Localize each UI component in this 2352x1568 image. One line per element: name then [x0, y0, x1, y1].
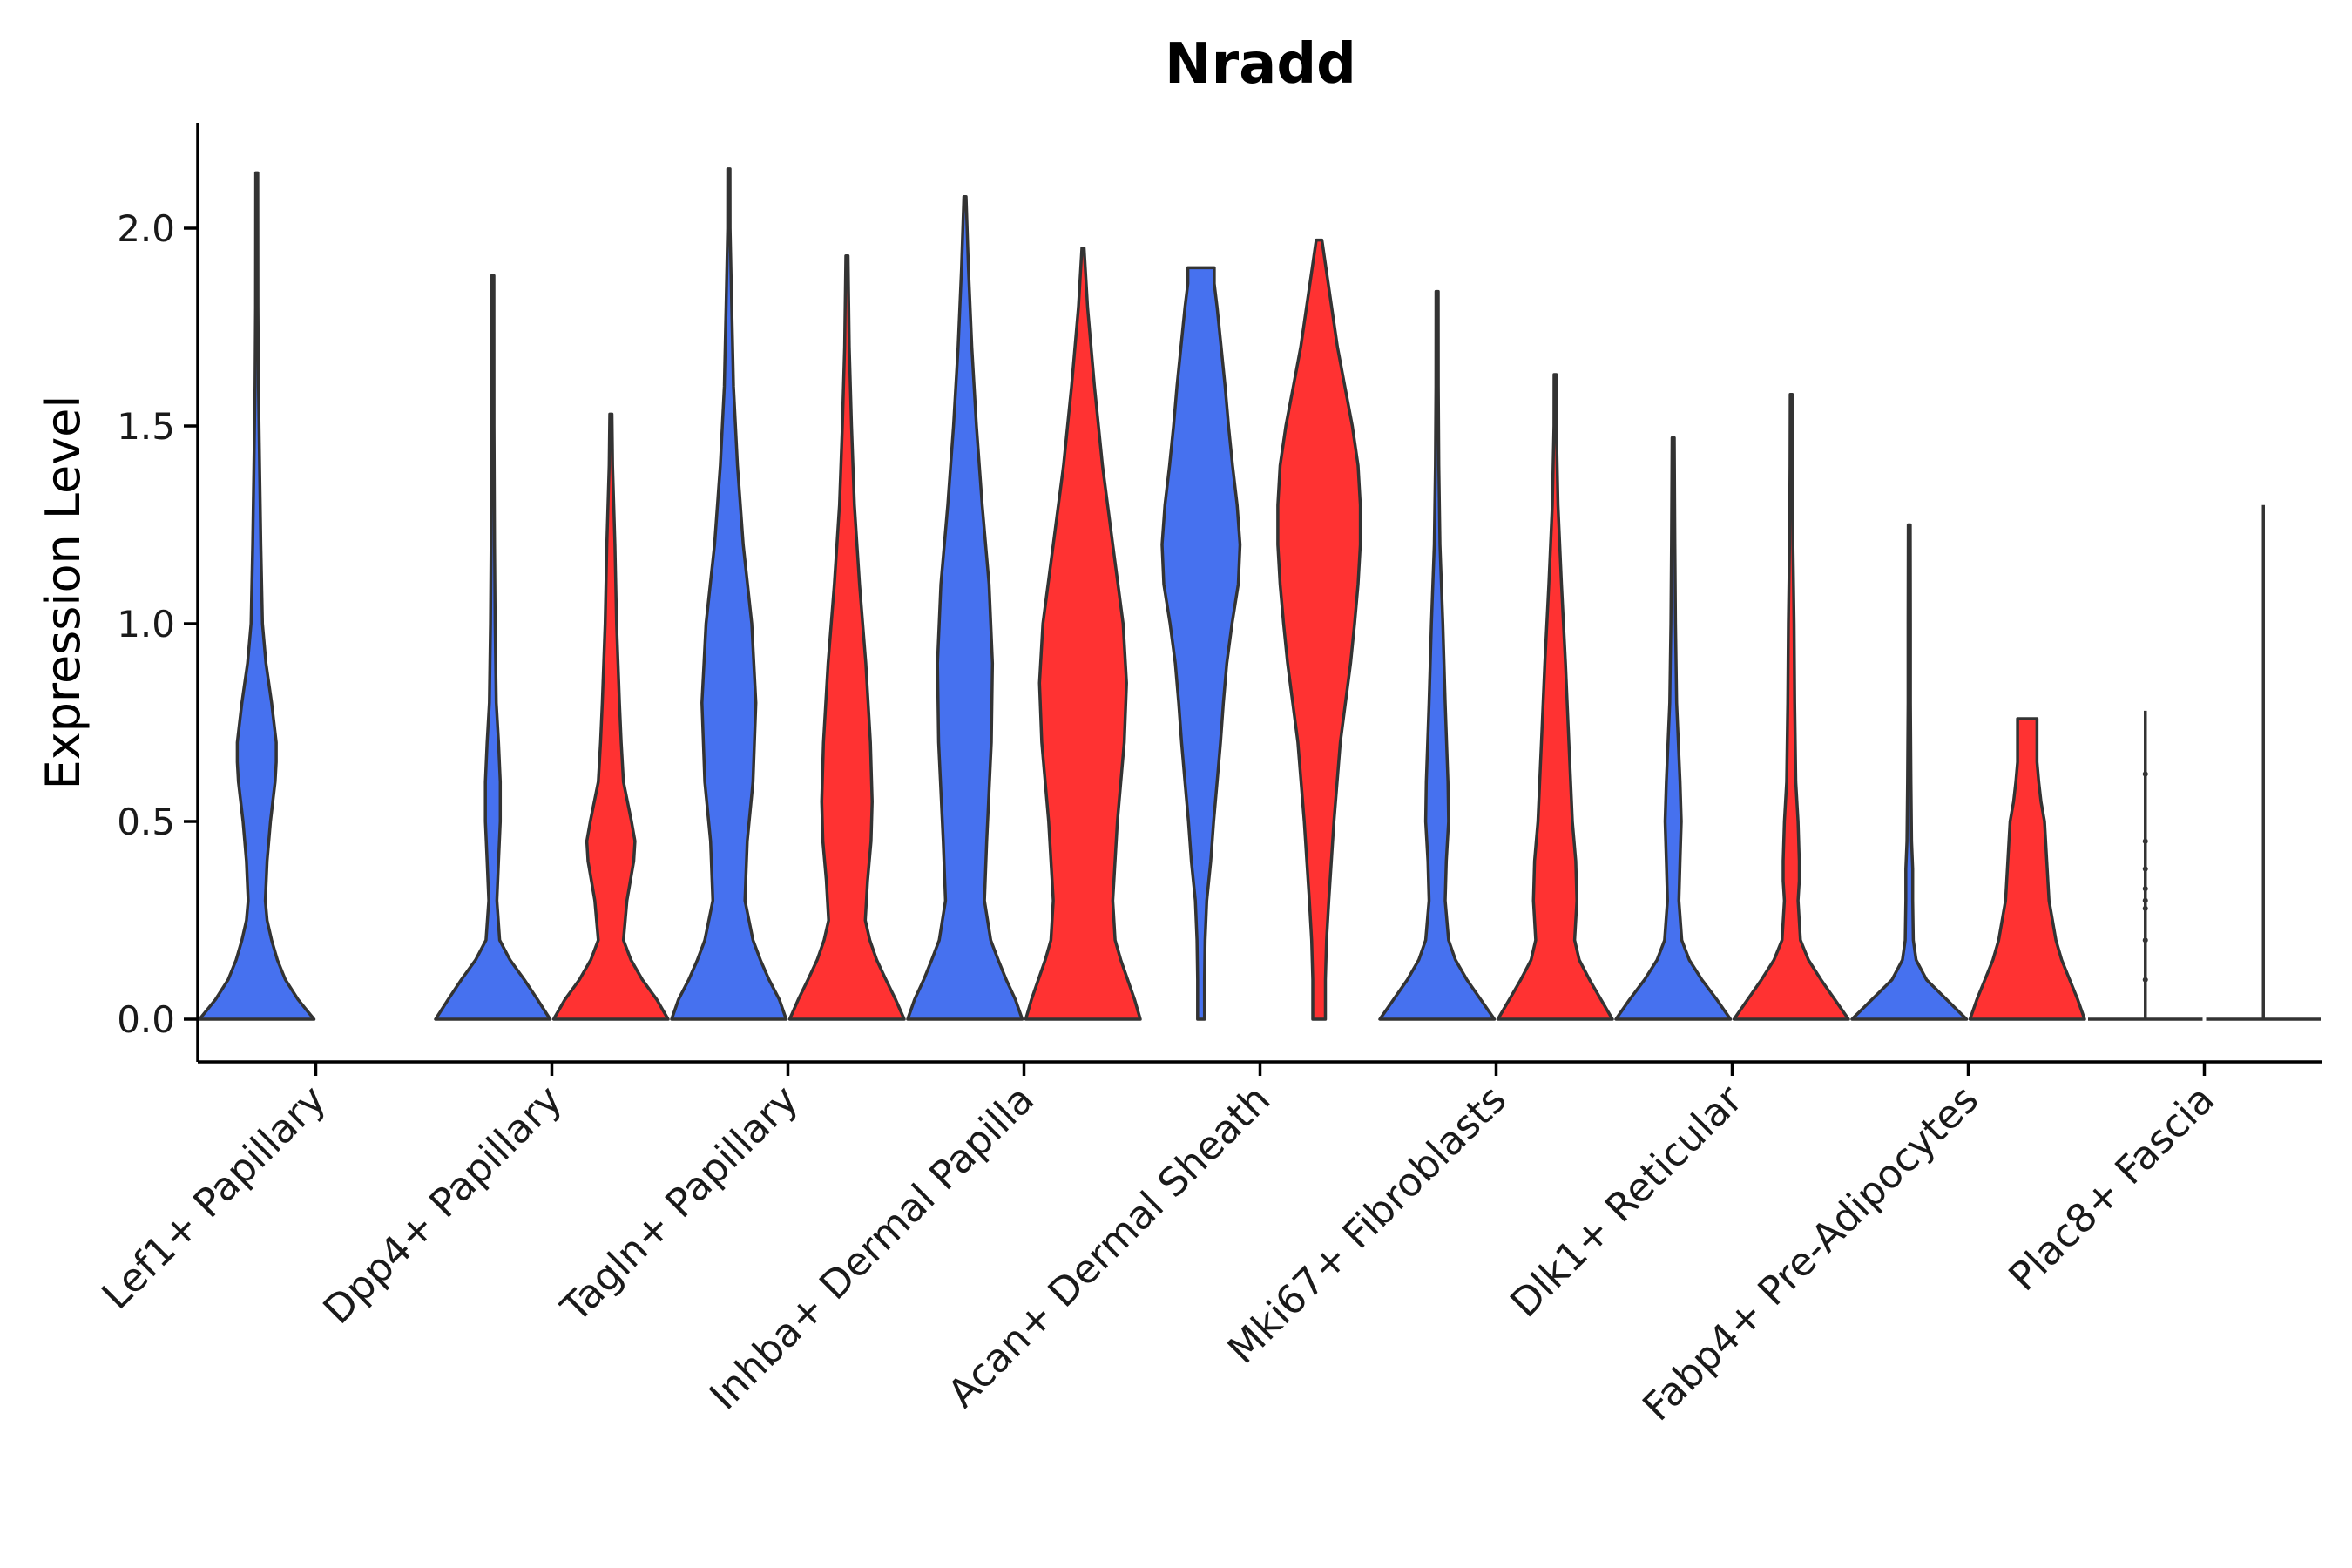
violin-point: [2142, 977, 2148, 983]
violin-group_a: [1614, 436, 1733, 1021]
violin-group_a: [1378, 289, 1497, 1021]
violin-point: [2142, 838, 2148, 844]
violin-group_a: [906, 194, 1024, 1021]
violin-point: [2142, 897, 2148, 903]
y-tick-label: 0.0: [117, 998, 175, 1041]
x-tick-label: Dlk1+ Reticular: [1501, 1076, 1751, 1326]
y-tick-label: 1.5: [117, 405, 175, 448]
y-tick-label: 0.5: [117, 801, 175, 843]
violin-point: [2142, 886, 2148, 892]
violin-group_a: [1850, 523, 1969, 1021]
violin-group_b: [1732, 392, 1850, 1021]
violin-group_b: [1496, 373, 1614, 1021]
violin-point: [2142, 771, 2148, 777]
violin-point: [2142, 905, 2148, 911]
chart-title: Nradd: [1165, 32, 1356, 97]
violin-group_b: [1024, 246, 1142, 1021]
x-tick-label: Lef1+ Papillary: [92, 1076, 335, 1318]
x-tick-label: Tagln+ Papillary: [551, 1076, 807, 1331]
y-tick-label: 2.0: [117, 207, 175, 250]
x-tick-label: Dpp4+ Papillary: [314, 1076, 571, 1333]
violin-point: [2142, 937, 2148, 943]
violin-group_a: [670, 167, 788, 1021]
y-axis-label: Expression Level: [36, 395, 91, 790]
violin-group_b: [551, 412, 670, 1021]
violin-layer: [198, 167, 2321, 1021]
violin-group_b: [787, 254, 906, 1021]
violin-group_a: [198, 171, 316, 1021]
x-tick-label: Plac8+ Fascia: [1999, 1076, 2223, 1300]
violin-group_b: [1276, 238, 1362, 1021]
violin-group_b: [1968, 717, 2086, 1021]
y-ticks: 0.0 0.5 1.0 1.5 2.0: [117, 207, 198, 1041]
violin-group_a: [1160, 266, 1242, 1021]
violin-group_a: [434, 274, 552, 1021]
violin-point: [2142, 866, 2148, 872]
y-tick-label: 1.0: [117, 603, 175, 645]
